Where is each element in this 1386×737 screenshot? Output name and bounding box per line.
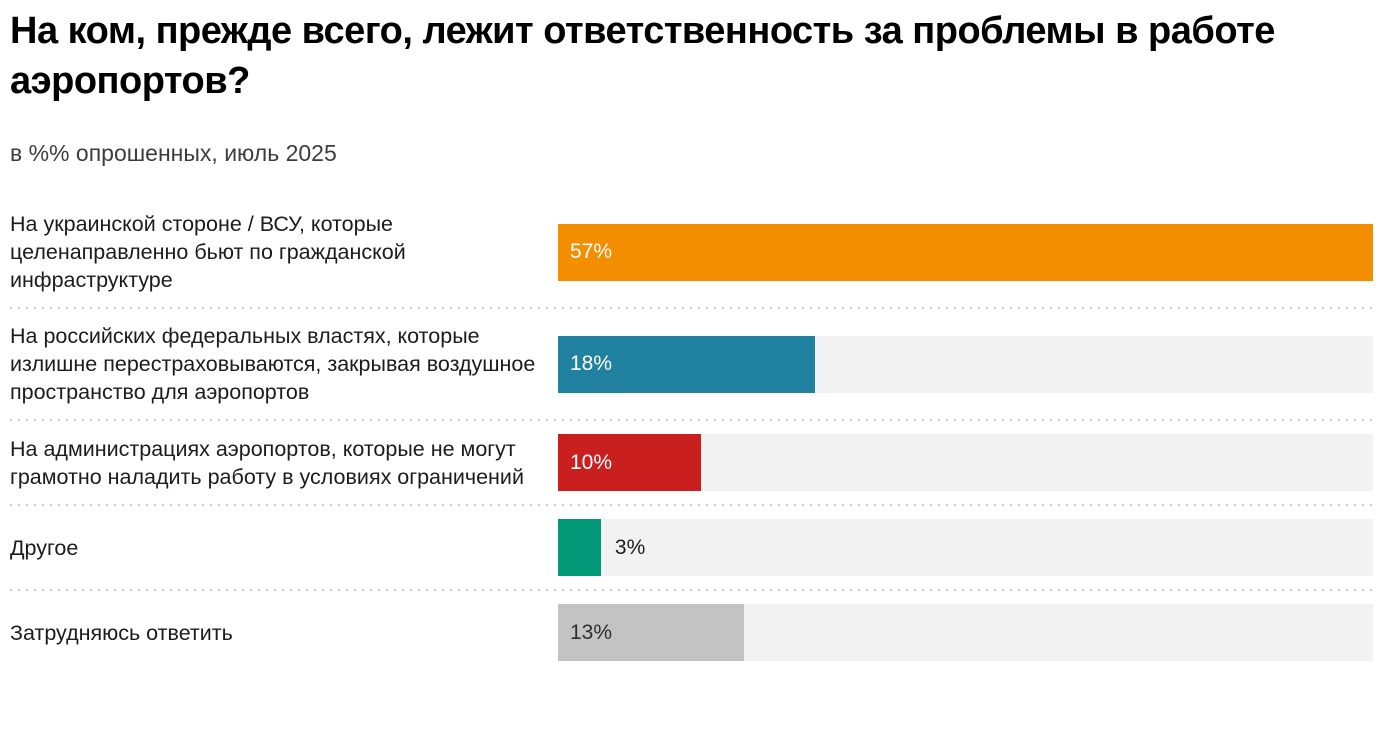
bar-row: На украинской стороне / ВСУ, которые цел…: [10, 197, 1373, 307]
bar-5: 13%: [558, 604, 744, 661]
chart-subtitle: в %% опрошенных, июль 2025: [10, 140, 337, 166]
bar-track: 18%: [558, 335, 1373, 393]
category-label: На администрациях аэропортов, которые не…: [10, 436, 524, 489]
category-label: Затрудняюсь ответить: [10, 620, 233, 645]
category-label: На российских федеральных властях, котор…: [10, 324, 536, 404]
value-label: 13%: [570, 620, 613, 644]
poll-chart-page: На ком, прежде всего, лежит ответственно…: [10, 10, 1373, 674]
bar-3: 10%: [558, 434, 701, 491]
value-label: 10%: [570, 450, 613, 474]
bar-track: 57%: [558, 223, 1373, 281]
row-divider: [10, 307, 1373, 309]
value-label: 57%: [570, 240, 613, 263]
row-divider: [10, 589, 1373, 591]
bar-row: Другое 3%: [10, 506, 1373, 589]
bar-row: Затрудняюсь ответить 13%: [10, 591, 1373, 674]
bar-2: 18%: [558, 335, 816, 393]
value-label: 3%: [614, 535, 646, 559]
bar-chart: На украинской стороне / ВСУ, которые цел…: [10, 197, 1373, 674]
row-divider: [10, 504, 1373, 506]
bar-1: 57%: [558, 223, 1373, 281]
bar-track: 10%: [558, 434, 1373, 491]
bar-track: 13%: [558, 604, 1373, 661]
bar-4: [558, 519, 601, 576]
bar-row: На российских федеральных властях, котор…: [10, 309, 1373, 419]
row-divider: [10, 419, 1373, 421]
category-label: Другое: [10, 535, 79, 560]
page-title: На ком, прежде всего, лежит ответственно…: [10, 10, 1275, 102]
category-label: На украинской стороне / ВСУ, которые цел…: [10, 212, 406, 292]
value-label: 18%: [570, 352, 613, 375]
bar-track: 3%: [558, 519, 1373, 576]
bar-row: На администрациях аэропортов, которые не…: [10, 421, 1373, 504]
